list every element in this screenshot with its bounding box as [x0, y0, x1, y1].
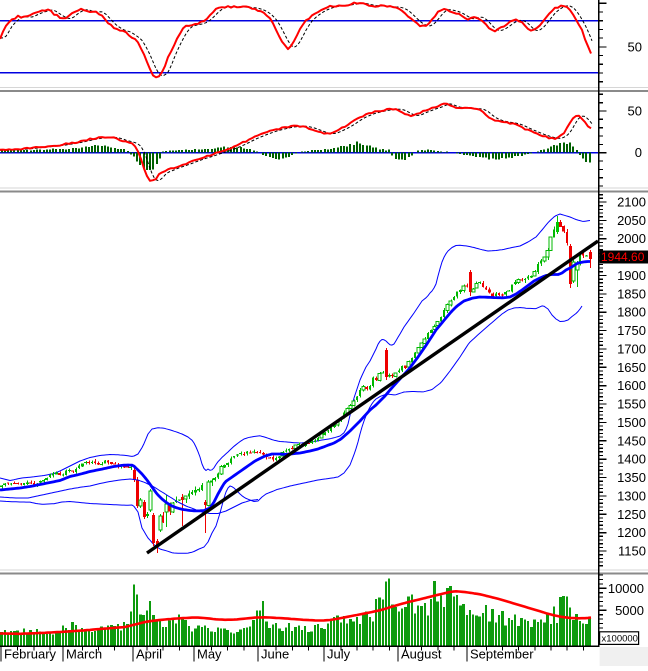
svg-text:1550: 1550	[617, 397, 646, 412]
svg-text:2050: 2050	[617, 213, 646, 228]
svg-text:1200: 1200	[617, 525, 646, 540]
svg-text:April: April	[136, 647, 162, 662]
svg-text:May: May	[197, 647, 222, 662]
svg-text:August: August	[401, 647, 442, 662]
svg-text:2000: 2000	[617, 231, 646, 246]
svg-text:2100: 2100	[617, 195, 646, 210]
svg-text:10000: 10000	[608, 581, 644, 596]
svg-text:July: July	[327, 647, 351, 662]
svg-text:50: 50	[628, 39, 642, 54]
svg-text:1350: 1350	[617, 470, 646, 485]
svg-text:June: June	[261, 647, 289, 662]
svg-text:5000: 5000	[615, 603, 644, 618]
svg-text:1400: 1400	[617, 452, 646, 467]
svg-text:1850: 1850	[617, 286, 646, 301]
svg-text:1450: 1450	[617, 433, 646, 448]
svg-text:0: 0	[635, 145, 642, 160]
svg-text:1650: 1650	[617, 360, 646, 375]
svg-text:1150: 1150	[618, 544, 646, 559]
svg-text:1600: 1600	[617, 378, 646, 393]
svg-text:50: 50	[628, 104, 642, 119]
svg-text:March: March	[66, 647, 102, 662]
svg-text:1250: 1250	[617, 507, 646, 522]
svg-text:1300: 1300	[617, 488, 646, 503]
svg-text:x100000: x100000	[602, 634, 638, 645]
svg-text:1900: 1900	[617, 268, 646, 283]
svg-text:1700: 1700	[617, 342, 646, 357]
svg-text:1944.60: 1944.60	[601, 250, 645, 264]
svg-text:1800: 1800	[617, 305, 646, 320]
svg-text:1750: 1750	[617, 323, 646, 338]
svg-text:February: February	[4, 647, 57, 662]
svg-text:1500: 1500	[617, 415, 646, 430]
